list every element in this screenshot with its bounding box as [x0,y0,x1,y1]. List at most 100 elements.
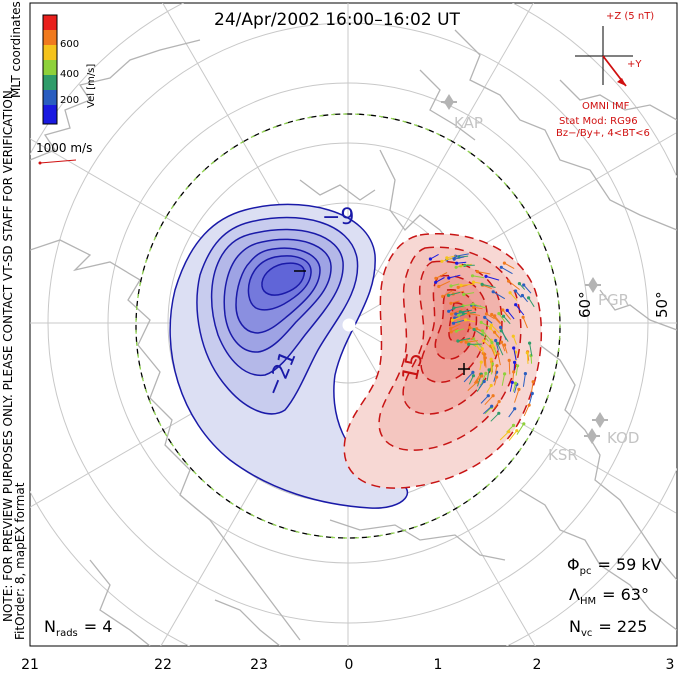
velocity-vector [480,395,489,404]
vector-origin [501,308,505,312]
vector-origin [445,256,449,260]
velocity-vector [477,271,491,275]
vector-origin [484,312,489,316]
vector-origin [483,315,487,319]
vector-origin [463,318,468,322]
velocity-vector [435,272,448,279]
vector-origin [493,330,497,334]
vector-origin [503,343,507,347]
vector-origin [488,326,492,330]
imf-model-line2: Bz−/By+, 4<BT<6 [556,128,650,139]
vector-origin [466,311,470,316]
velocity-vector [473,375,483,384]
vector-origin [514,303,518,307]
vector-origin [486,394,490,398]
vector-origin [479,360,483,364]
velocity-vector [508,280,520,290]
velocity-vector [506,310,515,320]
vector-origin [491,290,495,294]
heppner-maynard-boundary-overlay [135,113,561,539]
velocity-vector [457,337,471,342]
velocity-vector [463,303,475,307]
vector-origin [452,306,456,310]
colorbar-tick-200: 200 [60,95,79,106]
velocity-vector [512,371,515,383]
vector-origin [496,352,500,356]
velocity-vector [522,373,526,387]
mlt-tick-2: 2 [533,657,542,673]
vector-origin [464,340,468,344]
magnetic-pole-marker [342,318,356,332]
vector-origin [490,404,494,408]
velocity-vector [523,284,532,294]
velocity-vector [448,291,461,296]
velocity-vector [498,313,506,323]
velocity-vector [515,304,525,316]
colorbar-tick-400: 400 [60,69,79,80]
vector-origin [493,314,497,318]
negative-potential-cell [169,203,408,509]
vector-origin [468,326,472,330]
vector-origin [458,310,462,314]
svg-text:KSR: KSR [548,446,578,464]
vector-origin [461,312,465,316]
velocity-vector [472,275,485,279]
station-kap: KAP [441,94,483,132]
imf-y-label: +Y [627,59,642,70]
velocity-vector [481,283,496,288]
velocity-vector [453,305,464,309]
reference-vector: 1000 m/s [36,141,92,165]
velocity-vector [482,330,492,342]
vector-origin [475,270,480,274]
lat-label-60: 60° [576,291,594,318]
vector-origin [456,285,460,289]
velocity-vector [499,431,510,441]
vector-origin [484,371,488,375]
vector-origin [471,370,475,374]
vector-origin [499,329,503,333]
velocity-vector [441,257,453,262]
velocity-vector [502,309,512,320]
velocity-vector [463,372,474,383]
velocity-vector [514,389,520,403]
station-ksr: KSR [548,428,600,464]
imf-model-line1: Stat Mod: RG96 [559,116,638,127]
velocity-vector [490,412,500,422]
vector-origin [428,257,432,261]
velocity-vector [528,393,533,406]
colorbar-unit-label: Vel [m/s] [86,64,97,108]
vector-origin [467,342,471,346]
velocity-vector [531,381,534,393]
velocity-vector [463,292,475,295]
vector-origin [456,339,460,343]
vector-origin [523,372,528,376]
vector-origin [491,394,495,398]
svg-text:PGR: PGR [598,291,629,309]
fitorder-note: FitOrder: 8, mapEX format [13,482,27,640]
vector-origin [513,381,518,385]
contour-label-neg9: −9 [322,205,354,230]
vector-origin [483,356,487,360]
vector-origin [483,352,487,356]
velocity-vector [485,275,500,281]
vector-origin [512,346,516,350]
vector-origin [454,329,458,333]
vector-origin [472,327,476,332]
vector-origin [505,308,509,312]
velocity-vector [448,274,461,279]
vector-origin [440,259,444,263]
lambda-hm-stat: ΛHM = 63° [569,585,649,607]
vector-origin [471,280,476,284]
velocity-vector [508,430,518,441]
velocity-vector [495,340,499,351]
velocity-vector [491,324,500,334]
vector-origin [446,293,451,297]
velocity-vector [501,341,506,352]
vector-origin [521,315,525,319]
vector-origin [510,380,514,384]
vector-origin [489,383,493,388]
vector-origin [512,370,516,374]
coastlines [30,29,677,646]
svg-text:1000 m/s: 1000 m/s [36,141,92,155]
velocity-vector [494,315,502,325]
